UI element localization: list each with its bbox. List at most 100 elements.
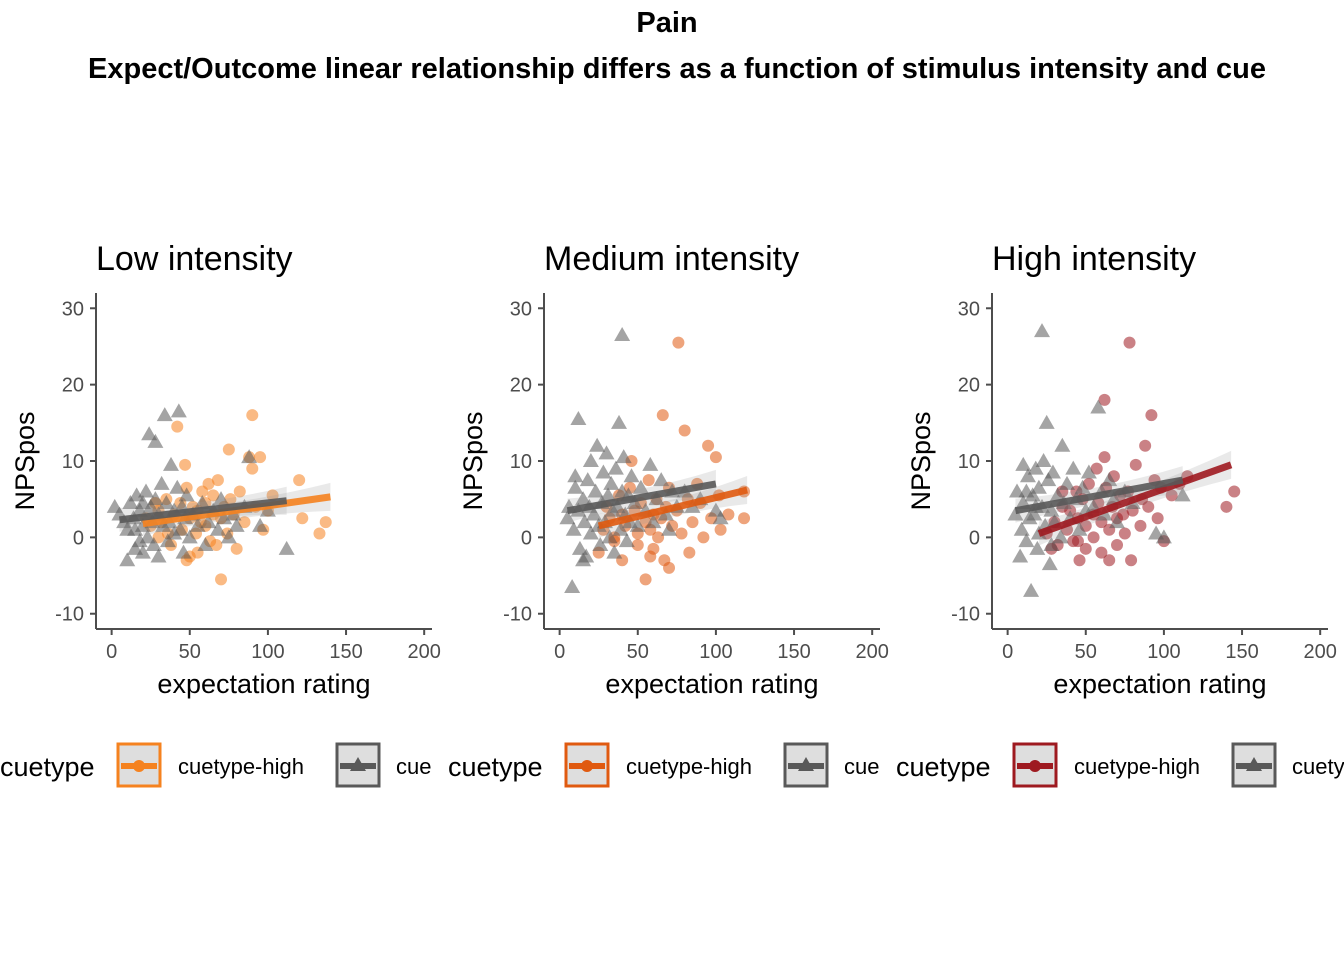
data-point: [194, 495, 211, 509]
legend-title: cuetype: [448, 752, 543, 782]
data-point: [661, 521, 678, 536]
data-point: [1125, 554, 1138, 567]
y-tick-label: -10: [503, 604, 532, 626]
data-point: [1030, 479, 1047, 494]
data-point: [1044, 464, 1061, 479]
data-point: [623, 468, 640, 483]
data-point: [147, 433, 164, 448]
data-point: [1043, 502, 1060, 517]
data-point: [579, 472, 596, 487]
legend-entry-label: cue: [844, 754, 879, 779]
data-point: [607, 460, 624, 475]
data-point: [1118, 527, 1131, 540]
legend-1: cuetype cuetype-high cue: [0, 742, 431, 788]
data-point: [128, 487, 145, 502]
data-point: [252, 517, 269, 532]
y-tick-label: 10: [510, 451, 532, 473]
panel-1: Low intensity -10 0 10 20 30 0 50 100 150 200 expec…: [10, 240, 441, 699]
x-tick-label: 100: [1147, 641, 1180, 663]
data-point: [224, 493, 237, 506]
data-point: [1080, 464, 1097, 479]
data-point: [575, 552, 592, 567]
x-tick-label: 0: [554, 641, 565, 663]
data-point: [645, 514, 662, 529]
data-point: [202, 477, 215, 490]
legend-key-marker: [581, 760, 593, 772]
x-axis-label: expectation rating: [157, 669, 370, 699]
data-point: [1038, 414, 1055, 429]
data-point: [134, 495, 151, 509]
data-point: [150, 548, 167, 563]
data-point: [278, 540, 295, 555]
data-point: [567, 468, 584, 483]
data-point: [200, 514, 217, 529]
data-point: [595, 464, 612, 479]
y-axis-label: NPSpos: [458, 411, 488, 510]
data-point: [1074, 479, 1091, 494]
legend-title: cuetype: [0, 752, 95, 782]
data-point: [1109, 514, 1126, 529]
y-axis-label: NPSpos: [10, 411, 40, 510]
data-point: [571, 540, 588, 555]
data-point: [570, 411, 587, 425]
data-point: [241, 449, 258, 464]
data-point: [1134, 519, 1147, 532]
data-point: [1139, 439, 1152, 452]
data-point: [598, 445, 615, 460]
data-point: [1073, 554, 1086, 567]
data-point: [631, 539, 644, 551]
data-point: [1052, 529, 1069, 544]
data-point: [656, 409, 669, 422]
y-tick-label: 0: [521, 527, 532, 549]
y-tick-label: 30: [62, 298, 84, 320]
data-point: [266, 489, 279, 502]
data-point: [259, 502, 276, 517]
data-point: [1117, 508, 1130, 521]
fit-line-2: [1014, 476, 1184, 515]
y-tick-label: 20: [958, 375, 980, 397]
data-point: [171, 420, 184, 433]
data-point: [319, 516, 332, 529]
x-tick-label: 0: [1002, 641, 1013, 663]
data-point: [1090, 399, 1107, 414]
data-point: [1071, 521, 1088, 536]
data-point: [686, 516, 699, 529]
data-point: [592, 537, 609, 551]
data-point: [131, 533, 148, 548]
y-tick-label: 30: [510, 298, 532, 320]
data-point: [663, 561, 676, 574]
data-point: [296, 512, 309, 525]
x-tick-label: 100: [251, 641, 284, 663]
data-point: [1123, 336, 1136, 349]
data-point: [209, 521, 226, 536]
data-point: [1034, 323, 1051, 338]
data-point: [1145, 409, 1158, 422]
data-point: [1101, 472, 1118, 487]
data-point: [678, 424, 691, 437]
series-1: [592, 336, 751, 586]
x-tick-label: 100: [699, 641, 732, 663]
data-point: [722, 508, 735, 521]
figure-subtitle: Expect/Outcome linear relationship diffe…: [88, 53, 1266, 85]
data-point: [1142, 500, 1155, 513]
data-point: [582, 453, 599, 467]
data-point: [1023, 582, 1040, 597]
data-point: [207, 489, 220, 502]
data-point: [618, 533, 635, 548]
data-point: [254, 451, 267, 464]
panel-title: Medium intensity: [544, 240, 799, 278]
data-point: [1041, 556, 1058, 571]
data-point: [609, 498, 626, 513]
data-point: [179, 458, 192, 471]
data-point: [712, 510, 729, 525]
legend-entry-label: cuetype-high: [178, 754, 304, 779]
series-2: [559, 327, 729, 593]
data-point: [1015, 456, 1032, 471]
data-point: [611, 414, 628, 429]
data-point: [683, 546, 696, 559]
legend-key-marker: [1246, 757, 1262, 771]
data-point: [1151, 512, 1164, 525]
fit-line-2: [119, 497, 288, 524]
legend-2: cuetype cuetype-high cue: [448, 742, 879, 788]
data-point: [215, 573, 228, 586]
